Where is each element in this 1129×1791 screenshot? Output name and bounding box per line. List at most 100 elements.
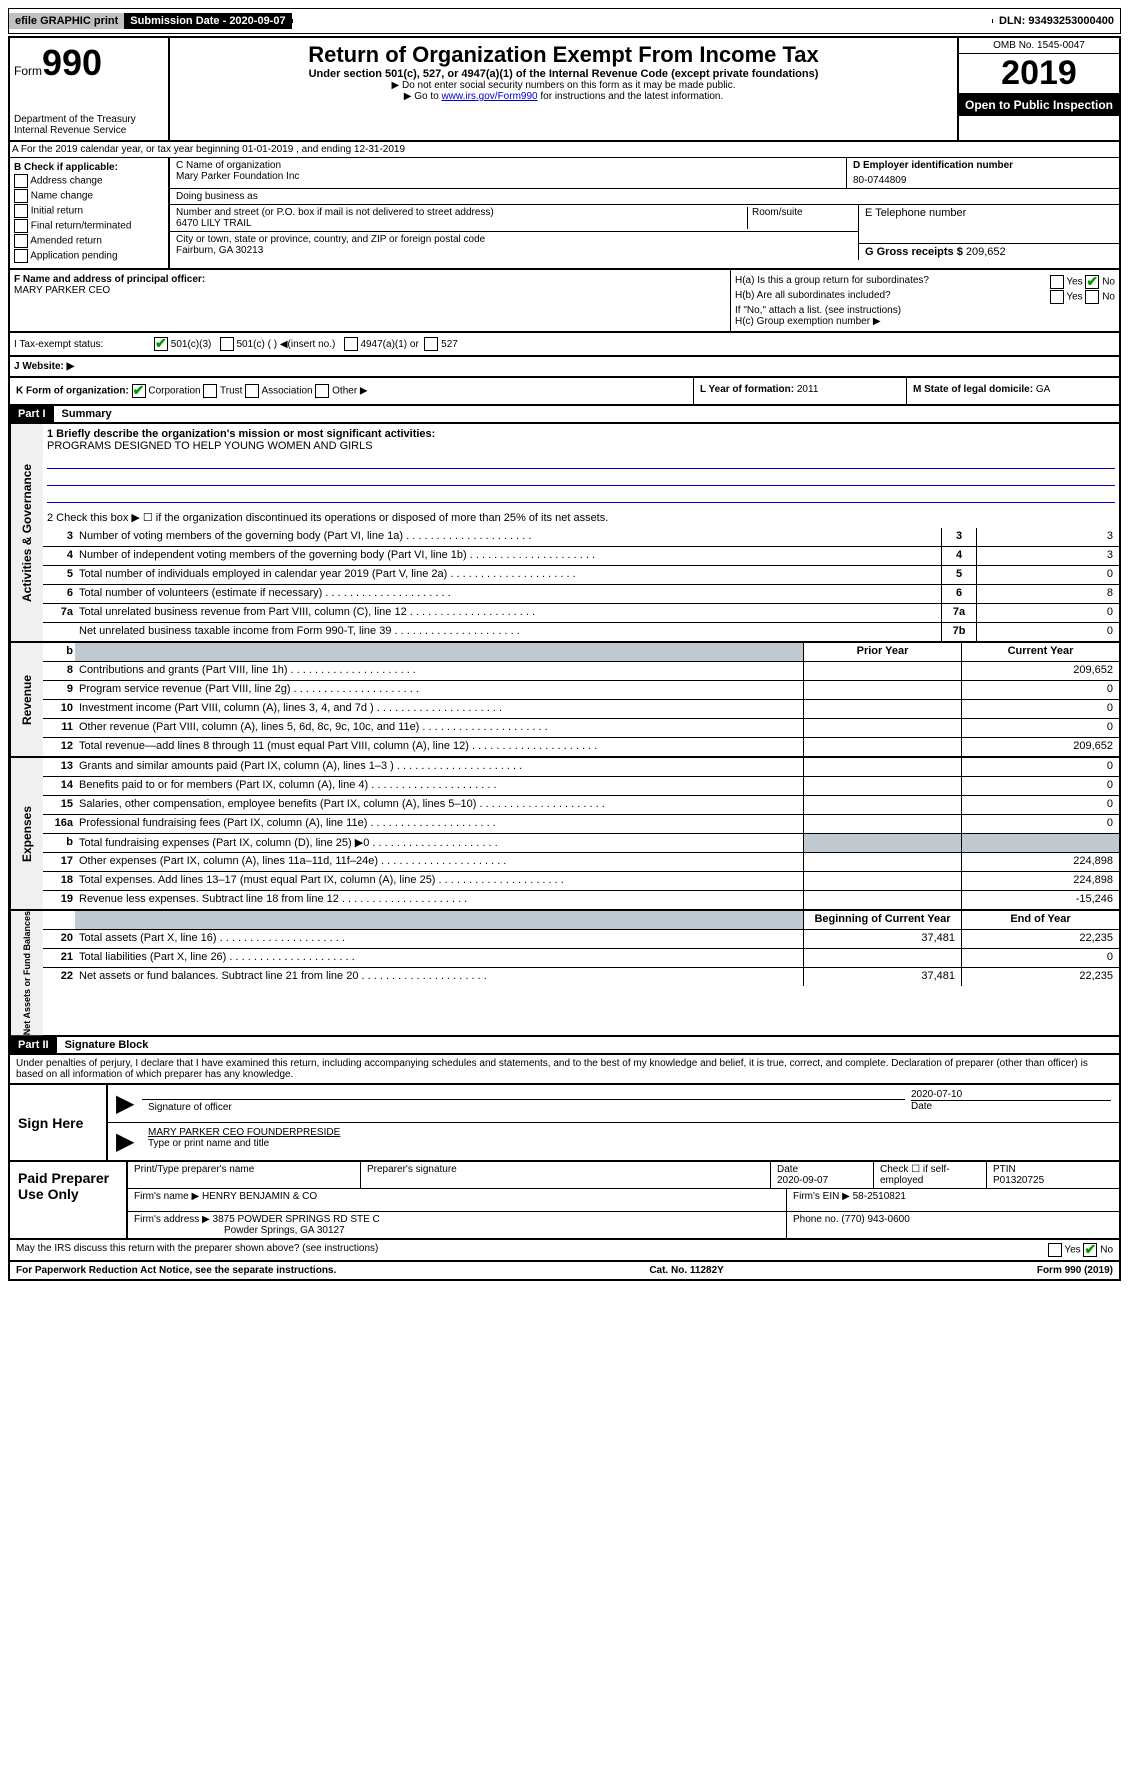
no-label: No [1102, 277, 1115, 288]
top-bar: efile GRAPHIC print Submission Date - 20… [8, 8, 1121, 34]
side-label-expenses: Expenses [10, 758, 43, 909]
submission-date: Submission Date - 2020-09-07 [124, 13, 291, 29]
row-prior [803, 662, 961, 680]
row-num: 5 [43, 566, 75, 584]
cb-discuss-no[interactable] [1083, 1243, 1097, 1257]
firm-ein-label: Firm's EIN ▶ [793, 1191, 850, 1202]
row-box: 6 [941, 585, 976, 603]
omb-number: OMB No. 1545-0047 [959, 38, 1119, 54]
form-header: Form990 Department of the Treasury Inter… [8, 36, 1121, 142]
addr-cell: Number and street (or P.O. box if mail i… [176, 207, 747, 229]
header-right: OMB No. 1545-0047 2019 Open to Public In… [957, 38, 1119, 140]
cb-other[interactable] [315, 384, 329, 398]
row-val: 3 [976, 547, 1119, 565]
firm-addr: 3875 POWDER SPRINGS RD STE C [213, 1214, 380, 1225]
row-num: 16a [43, 815, 75, 833]
hdr-b: b [43, 643, 75, 661]
g-label: G Gross receipts $ [865, 246, 966, 258]
row-num: 4 [43, 547, 75, 565]
row-box: 5 [941, 566, 976, 584]
cb-association[interactable] [245, 384, 259, 398]
firm-city: Powder Springs, GA 30127 [224, 1225, 345, 1236]
table-row: 22 Net assets or fund balances. Subtract… [43, 968, 1119, 986]
opt-501c: 501(c) ( ) ◀(insert no.) [236, 339, 335, 350]
table-row: 9 Program service revenue (Part VIII, li… [43, 681, 1119, 700]
row-current: 224,898 [961, 872, 1119, 890]
row-num: 10 [43, 700, 75, 718]
h-group-return: H(a) Is this a group return for subordin… [731, 270, 1119, 331]
row-prior [803, 758, 961, 776]
row-current: 0 [961, 700, 1119, 718]
city-value: Fairburn, GA 30213 [176, 245, 852, 256]
k-form-org: K Form of organization: Corporation Trus… [10, 378, 694, 404]
sign-here-label: Sign Here [10, 1085, 108, 1160]
cb-527[interactable] [424, 337, 438, 351]
city-label: City or town, state or province, country… [176, 234, 852, 245]
row-desc: Total fundraising expenses (Part IX, col… [75, 834, 803, 852]
cb-corporation[interactable] [132, 384, 146, 398]
side-label-governance: Activities & Governance [10, 424, 43, 641]
k-other: Other ▶ [332, 386, 367, 397]
cb-501c3[interactable] [154, 337, 168, 351]
paid-h2: Preparer's signature [361, 1162, 771, 1188]
dba-label: Doing business as [176, 191, 258, 202]
row-num: 9 [43, 681, 75, 699]
netassets-section: Net Assets or Fund Balances Beginning of… [8, 911, 1121, 1037]
row-desc: Total unrelated business revenue from Pa… [75, 604, 941, 622]
note2-pre: ▶ Go to [404, 91, 442, 102]
table-row: 6 Total number of volunteers (estimate i… [43, 585, 1119, 604]
paid-date-label: Date [777, 1164, 867, 1175]
firm-name: HENRY BENJAMIN & CO [202, 1191, 317, 1202]
revenue-section: Revenue b Prior Year Current Year 8 Cont… [8, 643, 1121, 758]
cb-name-change[interactable]: Name change [14, 189, 164, 203]
cb-address-change[interactable]: Address change [14, 174, 164, 188]
e-label: E Telephone number [865, 207, 1113, 219]
form-word: Form [14, 64, 42, 78]
row-desc: Total expenses. Add lines 13–17 (must eq… [75, 872, 803, 890]
efile-print-link[interactable]: efile GRAPHIC print [9, 13, 124, 29]
col-cde: C Name of organization Mary Parker Found… [170, 158, 1119, 268]
firm-addr-label: Firm's address ▶ [134, 1214, 210, 1225]
section-bcde: B Check if applicable: Address change Na… [8, 158, 1121, 270]
row-prior [803, 891, 961, 909]
phone-label: Phone no. [793, 1214, 841, 1225]
form-footer: Form 990 (2019) [1037, 1265, 1113, 1276]
m-value: GA [1036, 384, 1050, 395]
row-desc: Benefits paid to or for members (Part IX… [75, 777, 803, 795]
row-desc: Total assets (Part X, line 16) [75, 930, 803, 948]
irs-link[interactable]: www.irs.gov/Form990 [441, 91, 537, 102]
g-value: 209,652 [966, 246, 1006, 258]
d-ein-cell: D Employer identification number 80-0744… [846, 158, 1119, 188]
row-prior [803, 700, 961, 718]
cb-501c[interactable] [220, 337, 234, 351]
row-current: 0 [961, 758, 1119, 776]
cb-discuss-yes[interactable] [1048, 1243, 1062, 1257]
cb-label: Application pending [30, 251, 117, 262]
row-num: 15 [43, 796, 75, 814]
cb-amended[interactable]: Amended return [14, 234, 164, 248]
cb-final-return[interactable]: Final return/terminated [14, 219, 164, 233]
cb-initial-return[interactable]: Initial return [14, 204, 164, 218]
row-desc: Other expenses (Part IX, column (A), lin… [75, 853, 803, 871]
row-current: 209,652 [961, 662, 1119, 680]
table-row: 21 Total liabilities (Part X, line 26) 0 [43, 949, 1119, 968]
g-gross-receipts: G Gross receipts $ 209,652 [859, 244, 1119, 260]
sig-date-label: Date [911, 1100, 1111, 1112]
org-name: Mary Parker Foundation Inc [176, 171, 840, 182]
mission-text: PROGRAMS DESIGNED TO HELP YOUNG WOMEN AN… [47, 440, 1115, 452]
row-desc: Total number of individuals employed in … [75, 566, 941, 584]
row-current: 0 [961, 681, 1119, 699]
cb-trust[interactable] [203, 384, 217, 398]
cb-application-pending[interactable]: Application pending [14, 249, 164, 263]
table-row: b Total fundraising expenses (Part IX, c… [43, 834, 1119, 853]
paid-h1: Print/Type preparer's name [128, 1162, 361, 1188]
side-label-revenue: Revenue [10, 643, 43, 756]
mission-line [47, 471, 1115, 486]
irs-discuss-row: May the IRS discuss this return with the… [8, 1240, 1121, 1262]
sig-officer-label: Signature of officer [148, 1102, 232, 1113]
cb-label: Address change [30, 176, 102, 187]
form-note1: ▶ Do not enter social security numbers o… [174, 80, 953, 91]
cb-4947[interactable] [344, 337, 358, 351]
addr-label: Number and street (or P.O. box if mail i… [176, 207, 747, 218]
row-desc: Contributions and grants (Part VIII, lin… [75, 662, 803, 680]
